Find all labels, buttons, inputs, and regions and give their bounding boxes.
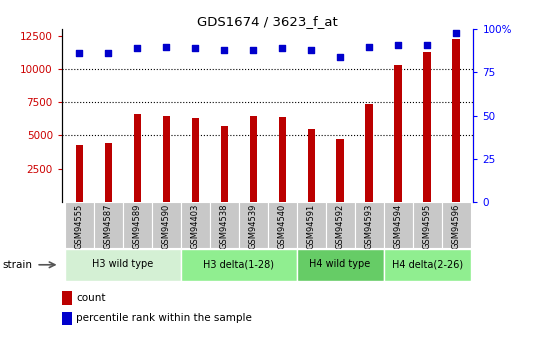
Text: GSM94595: GSM94595	[422, 204, 431, 249]
Bar	[325, 202, 355, 248]
Point	[191, 46, 200, 51]
Text: GSM94591: GSM94591	[307, 204, 316, 249]
Bar	[181, 249, 296, 280]
Bar	[76, 145, 83, 202]
Text: H4 delta(2-26): H4 delta(2-26)	[392, 259, 463, 269]
Bar	[239, 202, 268, 248]
Text: GSM94555: GSM94555	[75, 204, 84, 249]
Text: GSM94593: GSM94593	[365, 204, 373, 249]
Bar	[250, 116, 257, 202]
Text: H3 delta(1-28): H3 delta(1-28)	[203, 259, 274, 269]
Text: percentile rank within the sample: percentile rank within the sample	[76, 313, 252, 323]
Text: GSM94594: GSM94594	[394, 204, 402, 249]
Point	[394, 42, 402, 48]
Point	[162, 44, 171, 49]
Text: GSM94540: GSM94540	[278, 204, 287, 249]
Point	[75, 51, 83, 56]
Text: GSM94587: GSM94587	[104, 204, 113, 249]
Bar	[65, 249, 181, 280]
Text: H4 wild type: H4 wild type	[309, 259, 371, 269]
Bar	[210, 202, 239, 248]
Bar	[123, 202, 152, 248]
Text: GSM94596: GSM94596	[451, 204, 461, 249]
Text: GSM94403: GSM94403	[190, 204, 200, 249]
Text: GSM94539: GSM94539	[249, 204, 258, 249]
Bar	[65, 202, 94, 248]
Bar	[152, 202, 181, 248]
Bar	[268, 202, 296, 248]
Bar	[279, 117, 286, 202]
Bar	[192, 118, 199, 202]
Text: GSM94590: GSM94590	[162, 204, 171, 249]
Bar	[308, 129, 315, 202]
Bar	[94, 202, 123, 248]
Point	[307, 47, 315, 53]
Bar	[423, 52, 431, 202]
Text: count: count	[76, 293, 106, 303]
Bar	[442, 202, 471, 248]
Bar	[355, 202, 384, 248]
Bar	[62, 291, 72, 305]
Point	[278, 46, 286, 51]
Bar	[181, 202, 210, 248]
Bar	[365, 104, 373, 202]
Bar	[133, 114, 141, 202]
Point	[423, 42, 431, 48]
Point	[249, 47, 258, 53]
Point	[336, 54, 344, 60]
Bar	[452, 39, 459, 202]
Bar	[221, 126, 228, 202]
Text: H3 wild type: H3 wild type	[92, 259, 153, 269]
Text: strain: strain	[3, 260, 33, 270]
Point	[220, 47, 229, 53]
Text: GSM94592: GSM94592	[336, 204, 345, 249]
Point	[104, 51, 112, 56]
Point	[452, 30, 461, 36]
Bar	[296, 202, 325, 248]
Bar	[104, 144, 112, 202]
Text: GSM94589: GSM94589	[133, 204, 141, 249]
Bar	[336, 139, 344, 202]
Title: GDS1674 / 3623_f_at: GDS1674 / 3623_f_at	[197, 15, 338, 28]
Bar	[296, 249, 384, 280]
Point	[133, 46, 141, 51]
Bar	[62, 312, 72, 325]
Text: GSM94538: GSM94538	[220, 204, 229, 249]
Bar	[394, 65, 402, 202]
Bar	[384, 202, 413, 248]
Point	[365, 44, 373, 49]
Bar	[413, 202, 442, 248]
Bar	[162, 116, 170, 202]
Bar	[384, 249, 471, 280]
